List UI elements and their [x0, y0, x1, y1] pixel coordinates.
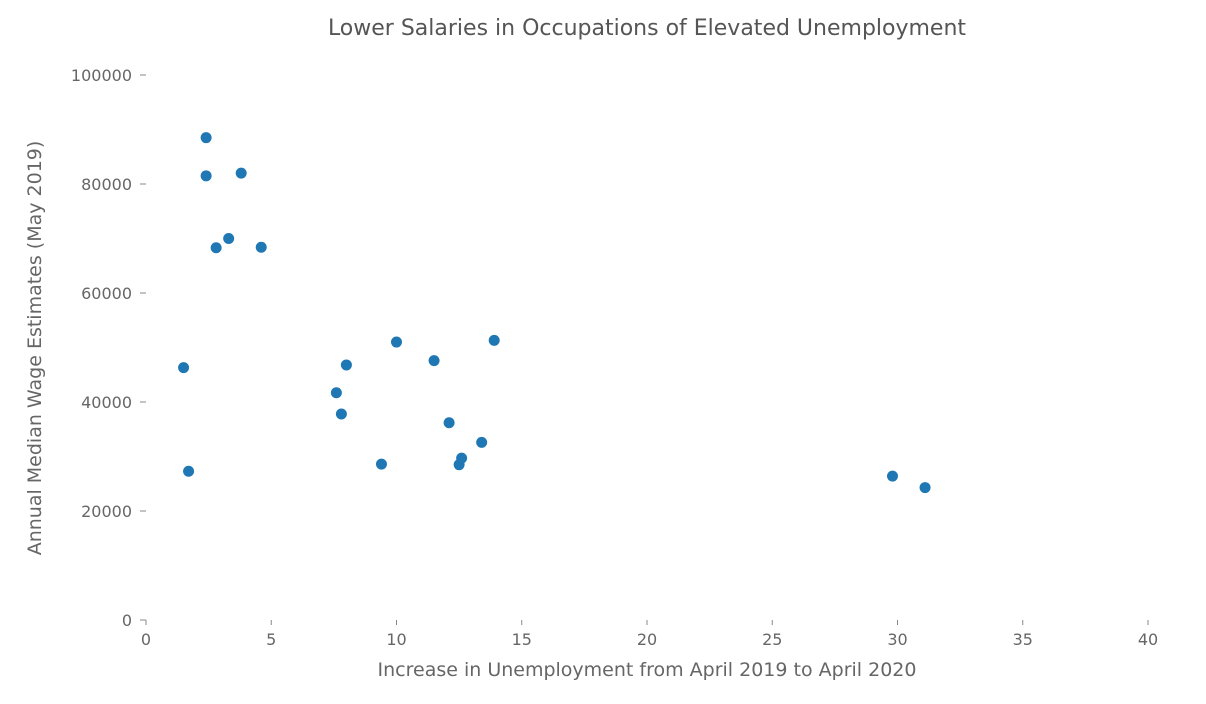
data-point — [330, 387, 342, 399]
x-tick-label: 25 — [762, 630, 782, 649]
data-point — [178, 362, 190, 374]
data-point — [443, 417, 455, 429]
y-tick-label: 60000 — [81, 284, 132, 303]
data-point — [919, 482, 931, 494]
x-tick-label: 5 — [266, 630, 276, 649]
x-tick-label: 40 — [1138, 630, 1158, 649]
data-point — [476, 436, 488, 448]
y-tick-label: 100000 — [71, 66, 132, 85]
chart-title: Lower Salaries in Occupations of Elevate… — [328, 16, 966, 41]
x-axis: 0 5 10 15 20 25 30 35 40 — [141, 620, 1158, 649]
y-tick-label: 80000 — [81, 175, 132, 194]
data-point — [886, 470, 898, 482]
data-point — [456, 452, 468, 464]
x-tick-label: 30 — [887, 630, 907, 649]
data-points — [178, 132, 931, 494]
data-point — [335, 408, 347, 420]
y-axis-label: Annual Median Wage Estimates (May 2019) — [24, 141, 46, 556]
data-point — [235, 167, 247, 179]
x-tick-label: 20 — [637, 630, 657, 649]
x-tick-label: 35 — [1013, 630, 1033, 649]
data-point — [428, 355, 440, 367]
data-point — [200, 170, 212, 182]
y-axis: 0 20000 40000 60000 80000 100000 — [71, 66, 146, 630]
data-point — [391, 336, 402, 348]
y-tick-label: 40000 — [81, 393, 132, 412]
x-axis-label: Increase in Unemployment from April 2019… — [378, 659, 917, 681]
data-point — [200, 132, 212, 144]
y-tick-label: 0 — [122, 611, 132, 630]
x-tick-label: 0 — [141, 630, 151, 649]
data-point — [488, 334, 500, 346]
x-tick-label: 10 — [386, 630, 406, 649]
data-point — [183, 465, 195, 477]
data-point — [340, 359, 352, 371]
data-point — [255, 241, 267, 253]
x-tick-label: 15 — [512, 630, 532, 649]
data-point — [223, 233, 235, 244]
data-point — [210, 242, 222, 254]
data-point — [375, 458, 387, 470]
y-tick-label: 20000 — [81, 502, 132, 521]
